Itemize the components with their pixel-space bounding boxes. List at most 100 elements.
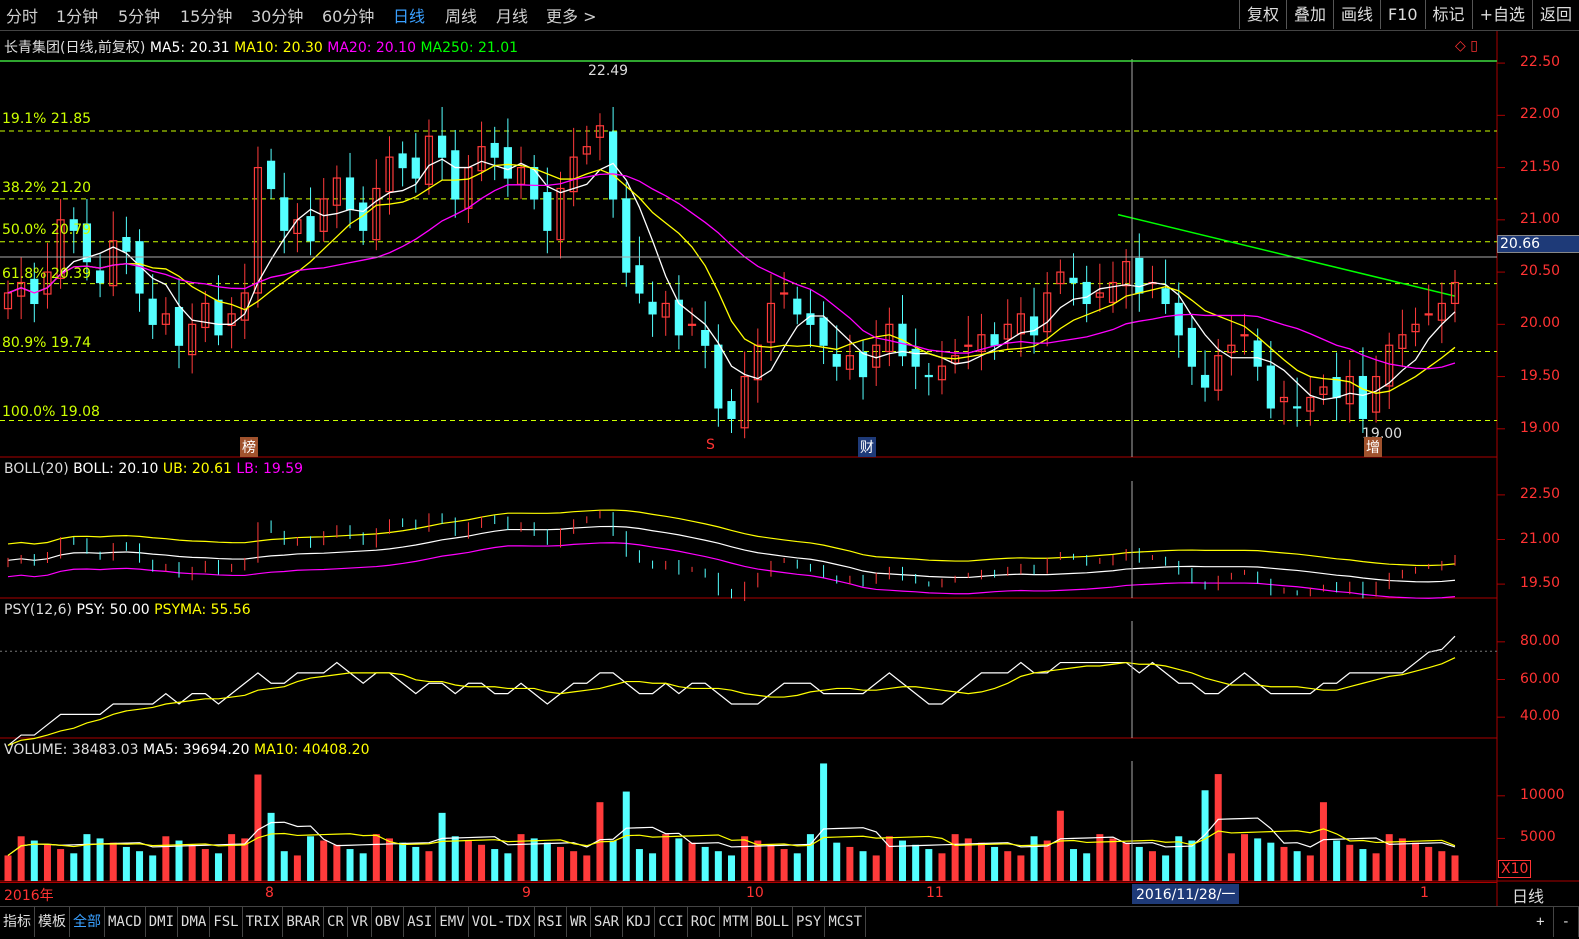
marker-bang[interactable]: 榜	[240, 437, 258, 457]
volume-bar	[83, 834, 91, 881]
tab-boll[interactable]: BOLL	[752, 907, 794, 937]
candle-body	[1174, 302, 1183, 336]
volume-bar	[780, 849, 788, 881]
tab-vr[interactable]: VR	[348, 907, 372, 937]
volume-bar	[846, 846, 854, 881]
volume-bar	[1004, 851, 1012, 881]
zoom-in-button[interactable]: +	[1528, 907, 1554, 937]
candle-body	[1029, 316, 1039, 336]
draw-line-button[interactable]: 画线	[1332, 0, 1380, 29]
tab-模板[interactable]: 模板	[35, 907, 70, 937]
mark-button[interactable]: 标记	[1424, 0, 1472, 29]
volume-bar	[728, 855, 735, 881]
tab-asi[interactable]: ASI	[404, 907, 437, 937]
volume-bar	[1333, 840, 1341, 881]
period-monthly[interactable]: 月线	[496, 7, 529, 26]
tab-emv[interactable]: EMV	[436, 907, 469, 937]
tab-kdj[interactable]: KDJ	[623, 907, 656, 937]
volume-bar	[1385, 834, 1393, 881]
marker-zeng[interactable]: 增	[1364, 437, 1382, 457]
volume-bar	[280, 851, 288, 881]
fuquan-button[interactable]: 复权	[1238, 0, 1286, 29]
period-daily[interactable]: 日线	[393, 7, 426, 26]
candle-body	[1253, 340, 1262, 367]
boll-tick-label: 21.00	[1520, 530, 1561, 547]
period-weekly[interactable]: 周线	[445, 7, 478, 26]
volume-value: VOLUME: 38483.03	[4, 742, 139, 758]
volume-bar	[175, 840, 183, 881]
period-more[interactable]: 更多 >	[546, 7, 597, 26]
overlay-button[interactable]: 叠加	[1285, 0, 1333, 29]
volume-bar	[899, 840, 907, 881]
kline-chart[interactable]	[0, 31, 1579, 906]
add-watchlist-button[interactable]: +自选	[1471, 0, 1532, 29]
tab-roc[interactable]: ROC	[688, 907, 721, 937]
volume-tick-label: 10000	[1520, 786, 1565, 803]
period-60min[interactable]: 60分钟	[322, 7, 375, 26]
period-fenshi[interactable]: 分时	[6, 7, 39, 26]
volume-bar	[1267, 842, 1275, 881]
tab-fsl[interactable]: FSL	[210, 907, 243, 937]
period-15min[interactable]: 15分钟	[180, 7, 233, 26]
zoom-out-button[interactable]: -	[1554, 907, 1579, 937]
candle-body	[1240, 334, 1249, 337]
volume-bar	[1398, 838, 1406, 881]
tab-dma[interactable]: DMA	[178, 907, 211, 937]
candle-body	[372, 187, 381, 241]
tab-指标[interactable]: 指标	[0, 907, 35, 937]
candle-body	[951, 355, 960, 364]
tab-全部[interactable]: 全部	[70, 907, 105, 937]
period-1min[interactable]: 1分钟	[56, 7, 99, 26]
volume-bar	[188, 844, 196, 881]
boll-legend: BOLL(20) BOLL: 20.10 UB: 20.61 LB: 19.59	[4, 461, 303, 477]
boll-tick-label: 22.50	[1520, 485, 1561, 502]
candle-body	[793, 298, 802, 315]
volume-bar	[399, 842, 407, 881]
tab-brar[interactable]: BRAR	[283, 907, 325, 937]
candle-body	[661, 302, 670, 318]
tab-mcst[interactable]: MCST	[825, 907, 867, 937]
candle-body	[674, 299, 683, 336]
volume-legend: VOLUME: 38483.03 MA5: 39694.20 MA10: 404…	[4, 742, 369, 758]
f10-button[interactable]: F10	[1379, 0, 1425, 29]
tab-trix[interactable]: TRIX	[243, 907, 284, 937]
volume-bar	[1043, 840, 1051, 881]
candle-body	[1069, 277, 1078, 284]
volume-bar	[201, 849, 209, 881]
volume-bar	[662, 834, 670, 881]
volume-bar	[70, 853, 78, 881]
tab-dmi[interactable]: DMI	[146, 907, 179, 937]
marker-cai[interactable]: 财	[858, 437, 876, 457]
candle-body	[648, 301, 657, 315]
volume-bar	[1148, 851, 1156, 881]
tab-cci[interactable]: CCI	[655, 907, 688, 937]
tab-cr[interactable]: CR	[324, 907, 348, 937]
marker-s[interactable]: S	[706, 437, 715, 453]
restore-icon[interactable]: ◇ ▯	[1455, 38, 1478, 54]
tab-vol-tdx[interactable]: VOL-TDX	[469, 907, 535, 937]
volume-bar	[451, 836, 459, 881]
psy-tick-label: 60.00	[1520, 670, 1561, 687]
candle-body	[1398, 334, 1407, 349]
tab-sar[interactable]: SAR	[591, 907, 624, 937]
tab-obv[interactable]: OBV	[372, 907, 405, 937]
volume-bar	[333, 844, 341, 881]
psy-legend: PSY(12,6) PSY: 50.00 PSYMA: 55.56	[4, 602, 251, 618]
psy-value: PSY: 50.00	[76, 602, 150, 618]
period-5min[interactable]: 5分钟	[118, 7, 161, 26]
candle-body	[819, 317, 828, 346]
price-tick-label: 20.00	[1520, 315, 1561, 332]
candle-body	[174, 307, 184, 346]
tab-mtm[interactable]: MTM	[720, 907, 753, 937]
tab-psy[interactable]: PSY	[793, 907, 826, 937]
tab-wr[interactable]: WR	[567, 907, 591, 937]
tab-macd[interactable]: MACD	[105, 907, 146, 937]
volume-bar	[109, 842, 117, 881]
volume-bar	[1280, 846, 1288, 881]
volume-unit: X10	[1498, 860, 1532, 878]
tab-rsi[interactable]: RSI	[535, 907, 567, 937]
period-30min[interactable]: 30分钟	[251, 7, 304, 26]
candle-body	[1108, 281, 1118, 303]
volume-bar	[478, 844, 486, 881]
back-button[interactable]: 返回	[1531, 0, 1579, 29]
